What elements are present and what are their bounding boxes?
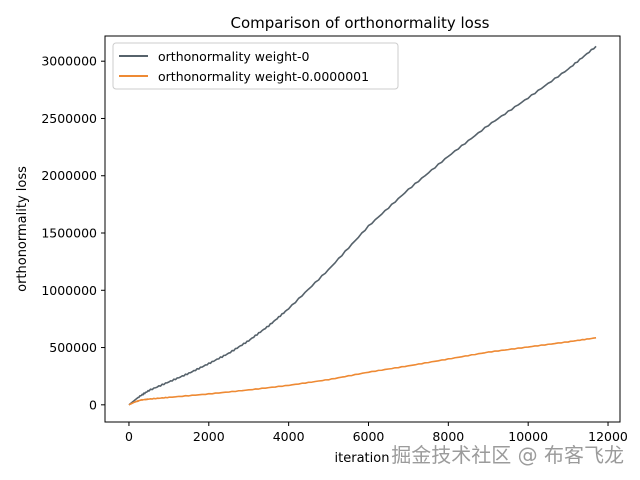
x-tick-label: 10000 xyxy=(508,429,548,444)
x-axis-label: iteration xyxy=(335,451,390,466)
y-tick-label: 500000 xyxy=(49,340,97,355)
legend-label-weight-0.0000001: orthonormality weight-0.0000001 xyxy=(158,69,369,84)
y-tick-label: 2000000 xyxy=(41,168,97,183)
series-line-orthonormality-weight-0 xyxy=(128,45,597,406)
x-tick-label: 4000 xyxy=(273,429,305,444)
x-axis: 0 2000 4000 6000 8000 10000 12000 xyxy=(125,422,628,444)
y-tick-label: 2500000 xyxy=(41,111,97,126)
x-tick-label: 2000 xyxy=(193,429,225,444)
y-axis: 0 500000 1000000 1500000 2000000 2500000 30000… xyxy=(41,54,105,412)
y-tick-label: 1500000 xyxy=(41,226,97,241)
x-tick-label: 8000 xyxy=(432,429,464,444)
legend: orthonormality weight-0 orthonormality w… xyxy=(112,42,399,90)
legend-box xyxy=(112,42,399,90)
y-tick-label: 3000000 xyxy=(41,54,97,69)
watermark: 掘金技术社区 @ 布客飞龙 xyxy=(391,443,624,467)
x-tick-label: 12000 xyxy=(588,429,628,444)
y-tick-label: 0 xyxy=(89,397,97,412)
legend-label-weight-0: orthonormality weight-0 xyxy=(158,49,309,64)
chart-title: Comparison of orthonormality loss xyxy=(231,14,490,32)
plot-area xyxy=(128,45,597,406)
series-line-orthonormality-weight-0.0000001 xyxy=(128,337,597,406)
x-tick-label: 0 xyxy=(125,429,133,444)
y-tick-label: 1000000 xyxy=(41,283,97,298)
y-axis-label: orthonormality loss xyxy=(15,166,30,292)
axes-frame xyxy=(104,35,621,423)
x-tick-label: 6000 xyxy=(353,429,385,444)
